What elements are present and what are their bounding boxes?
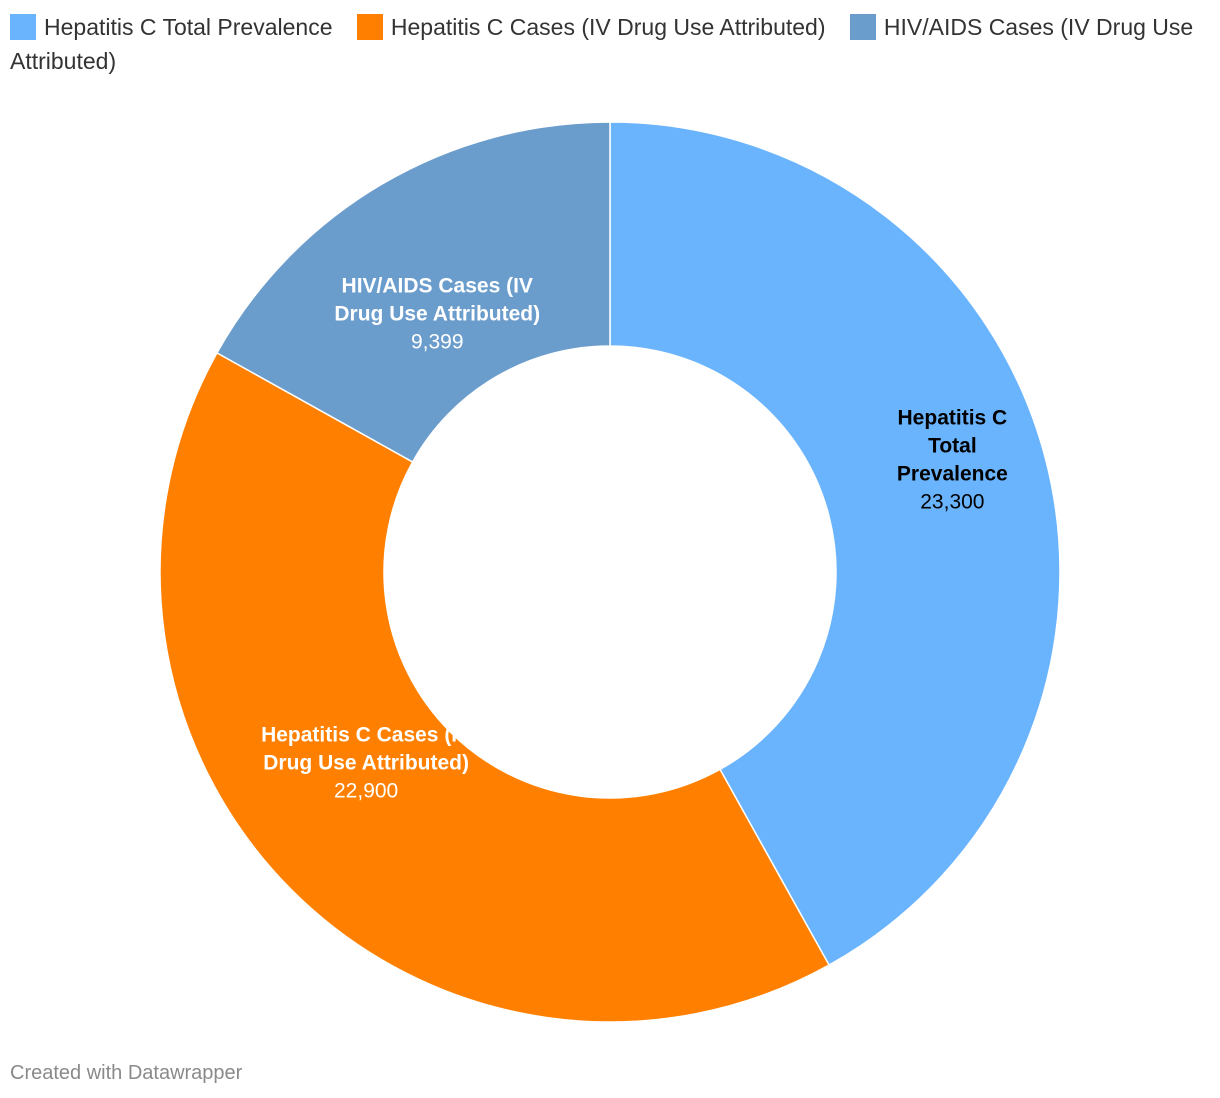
- legend: Hepatitis C Total Prevalence Hepatitis C…: [10, 10, 1200, 78]
- slice-value-hepatitis-c-total: 23,300: [920, 491, 984, 514]
- slice-hiv-aids-iv: [215, 121, 611, 463]
- legend-item-hepatitis-c-iv: Hepatitis C Cases (IV Drug Use Attribute…: [356, 14, 826, 40]
- legend-label-hepatitis-c-iv: Hepatitis C Cases (IV Drug Use Attribute…: [390, 14, 826, 40]
- slice-label-hepatitis-c-total: Hepatitis C Total Prevalence 23,300: [897, 407, 1008, 514]
- legend-label-hepatitis-c-total: Hepatitis C Total Prevalence: [44, 14, 333, 40]
- slice-value-hepatitis-c-iv: 22,900: [334, 779, 398, 802]
- footer-credit: Created with Datawrapper: [10, 1062, 243, 1084]
- legend-swatch-hepatitis-c-total: [10, 14, 36, 40]
- legend-item-hiv-aids-iv: HIV/AIDS Cases (IV Drug Use Attributed): [10, 14, 1193, 74]
- donut-chart: Hepatitis C Total Prevalence 23,300 Hepatiti…: [159, 121, 1061, 1023]
- slice-hepatitis-c-total: [609, 121, 1061, 967]
- legend-swatch-hiv-aids-iv: [849, 14, 876, 40]
- slice-value-hiv-aids-iv: 9,399: [411, 331, 464, 354]
- slice-hepatitis-c-iv: [159, 351, 831, 1023]
- legend-swatch-hepatitis-c-iv: [356, 14, 383, 40]
- slice-label-hiv-aids-iv: HIV/AIDS Cases (IV Drug Use Attributed) 9,…: [334, 275, 540, 354]
- legend-item-hepatitis-c-total: Hepatitis C Total Prevalence: [10, 14, 333, 40]
- legend-label-hiv-aids-iv: HIV/AIDS Cases (IV Drug Use Attributed): [10, 14, 1194, 74]
- slice-label-hepatitis-c-iv: Hepatitis C Cases (IV Drug Use Attributed…: [261, 723, 471, 802]
